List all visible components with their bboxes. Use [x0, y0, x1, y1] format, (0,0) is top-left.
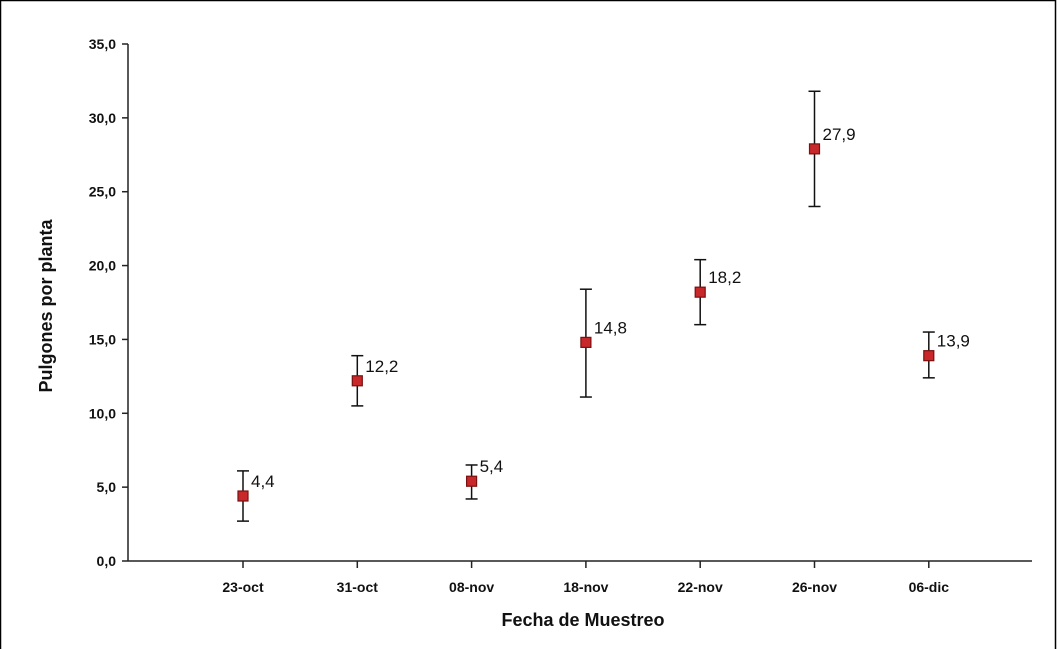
y-tick-label: 20,0 [89, 258, 116, 274]
x-axis: 23-oct 31-oct 08-nov 18-nov 22-nov 26-nov 06-d… [128, 560, 1032, 595]
y-tick-label: 0,0 [97, 553, 117, 569]
data-points: 4,4 12,2 5,4 14,8 18,2 27,9 13,9 [237, 90, 970, 522]
data-point-group: 4,4 [237, 470, 275, 522]
y-tick-label: 35,0 [89, 36, 116, 52]
data-point-group: 5,4 [465, 457, 504, 500]
y-tick-label: 10,0 [89, 405, 116, 421]
data-label: 5,4 [480, 457, 504, 476]
data-label: 27,9 [823, 125, 856, 144]
y-tick-label: 30,0 [89, 110, 116, 126]
data-point-marker [923, 350, 935, 362]
x-tick-label: 26-nov [792, 579, 837, 595]
y-tick-label: 15,0 [89, 331, 116, 347]
data-label: 14,8 [594, 318, 627, 337]
x-tick-label: 06-dic [909, 579, 950, 595]
x-tick-label: 22-nov [678, 579, 723, 595]
x-tick-label: 18-nov [563, 579, 608, 595]
x-tick-label: 31-oct [337, 579, 379, 595]
data-point-marker [351, 375, 363, 387]
data-point-marker [808, 143, 821, 155]
y-tick-label: 25,0 [89, 184, 116, 200]
y-tick-label: 5,0 [97, 479, 117, 495]
data-label: 13,9 [937, 332, 970, 351]
data-point-group: 14,8 [579, 288, 627, 398]
x-tick-label: 08-nov [449, 579, 494, 595]
data-point-marker [694, 286, 706, 298]
data-point-marker [580, 336, 592, 348]
data-point-group: 18,2 [694, 258, 741, 326]
y-axis: 0,0 5,0 10,0 15,0 20,0 25,0 30,0 35,0 [89, 36, 129, 569]
data-point-group: 12,2 [351, 354, 398, 407]
data-label: 18,2 [708, 268, 741, 287]
data-point-marker [237, 490, 249, 502]
data-label: 12,2 [365, 357, 398, 376]
x-tick-label: 23-oct [222, 579, 264, 595]
y-axis-title: Pulgones por planta [36, 219, 56, 393]
data-point-group: 13,9 [922, 331, 970, 379]
data-point-group: 27,9 [808, 90, 856, 208]
data-point-marker [466, 475, 478, 487]
data-label: 4,4 [251, 472, 275, 491]
x-axis-title: Fecha de Muestreo [501, 610, 664, 630]
